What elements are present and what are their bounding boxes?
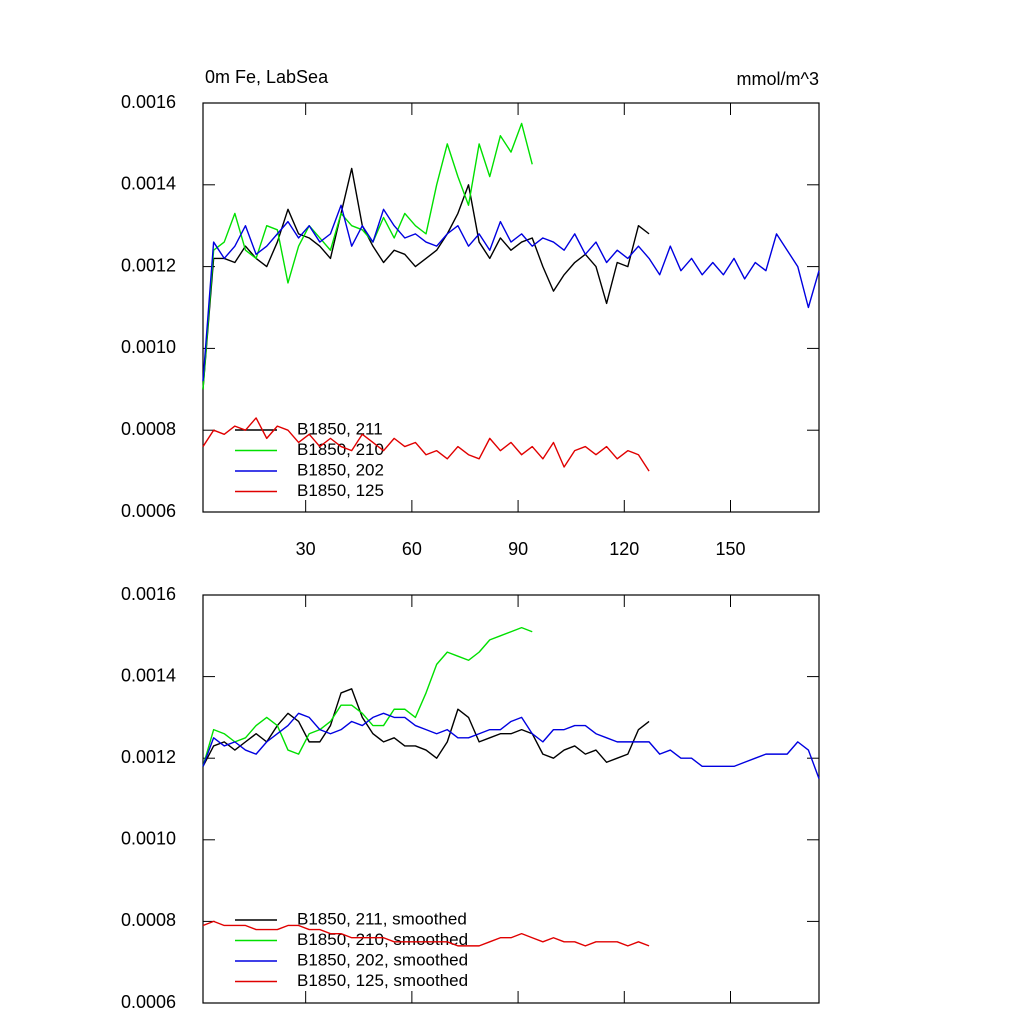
y-tick-label: 0.0006 <box>121 992 176 1012</box>
legend-label: B1850, 210, smoothed <box>297 930 468 949</box>
x-tick-label: 30 <box>296 539 316 559</box>
y-tick-label: 0.0012 <box>121 747 176 767</box>
x-tick-label: 90 <box>508 539 528 559</box>
units-label: mmol/m^3 <box>737 69 819 89</box>
legend-label: B1850, 202, smoothed <box>297 950 468 969</box>
y-tick-label: 0.0006 <box>121 501 176 521</box>
legend-label: B1850, 211, smoothed <box>297 909 467 928</box>
x-tick-label: 60 <box>402 539 422 559</box>
x-tick-label: 150 <box>715 539 745 559</box>
y-tick-label: 0.0016 <box>121 584 176 604</box>
y-tick-label: 0.0014 <box>121 174 176 194</box>
y-tick-label: 0.0008 <box>121 419 176 439</box>
plot-frame <box>202 594 820 1004</box>
y-tick-label: 0.0012 <box>121 255 176 275</box>
legend-label: B1850, 211 <box>297 419 383 438</box>
data-line <box>202 626 533 767</box>
plot-frame <box>202 102 820 513</box>
data-line <box>202 204 820 382</box>
legend-label: B1850, 202 <box>297 460 384 479</box>
y-tick-label: 0.0016 <box>121 92 176 112</box>
y-tick-label: 0.0010 <box>121 829 176 849</box>
data-line <box>202 712 820 779</box>
y-tick-label: 0.0008 <box>121 910 176 930</box>
chart-title: 0m Fe, LabSea <box>205 67 329 87</box>
legend-label: B1850, 125 <box>297 481 384 500</box>
y-tick-label: 0.0014 <box>121 665 176 685</box>
data-line <box>202 167 650 390</box>
x-tick-label: 120 <box>609 539 639 559</box>
legend-label: B1850, 210 <box>297 440 384 459</box>
data-line <box>202 920 650 947</box>
data-line <box>202 417 650 472</box>
legend-label: B1850, 125, smoothed <box>297 971 468 990</box>
y-tick-label: 0.0010 <box>121 337 176 357</box>
